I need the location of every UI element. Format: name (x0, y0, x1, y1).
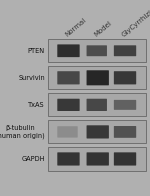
Text: Normal: Normal (65, 17, 88, 38)
FancyBboxPatch shape (48, 93, 146, 116)
FancyBboxPatch shape (57, 99, 80, 111)
FancyBboxPatch shape (114, 100, 136, 110)
FancyBboxPatch shape (87, 99, 107, 111)
FancyBboxPatch shape (57, 71, 80, 84)
FancyBboxPatch shape (57, 126, 78, 138)
FancyBboxPatch shape (114, 152, 136, 166)
FancyBboxPatch shape (48, 66, 146, 89)
FancyBboxPatch shape (114, 126, 136, 138)
Text: GlyCyrrhizin: GlyCyrrhizin (121, 6, 150, 38)
FancyBboxPatch shape (48, 120, 146, 143)
FancyBboxPatch shape (114, 45, 136, 56)
Text: PTEN: PTEN (28, 48, 45, 54)
Text: Model: Model (93, 20, 113, 38)
Text: TxAS: TxAS (28, 102, 45, 108)
FancyBboxPatch shape (48, 39, 146, 62)
Text: Survivin: Survivin (18, 75, 45, 81)
FancyBboxPatch shape (87, 125, 109, 139)
Text: GAPDH: GAPDH (21, 156, 45, 162)
FancyBboxPatch shape (87, 152, 109, 166)
FancyBboxPatch shape (57, 152, 80, 166)
FancyBboxPatch shape (87, 45, 107, 56)
Text: β-tubulin
(human origin): β-tubulin (human origin) (0, 125, 45, 139)
FancyBboxPatch shape (48, 147, 146, 171)
FancyBboxPatch shape (114, 71, 136, 84)
FancyBboxPatch shape (57, 44, 80, 57)
FancyBboxPatch shape (87, 70, 109, 85)
